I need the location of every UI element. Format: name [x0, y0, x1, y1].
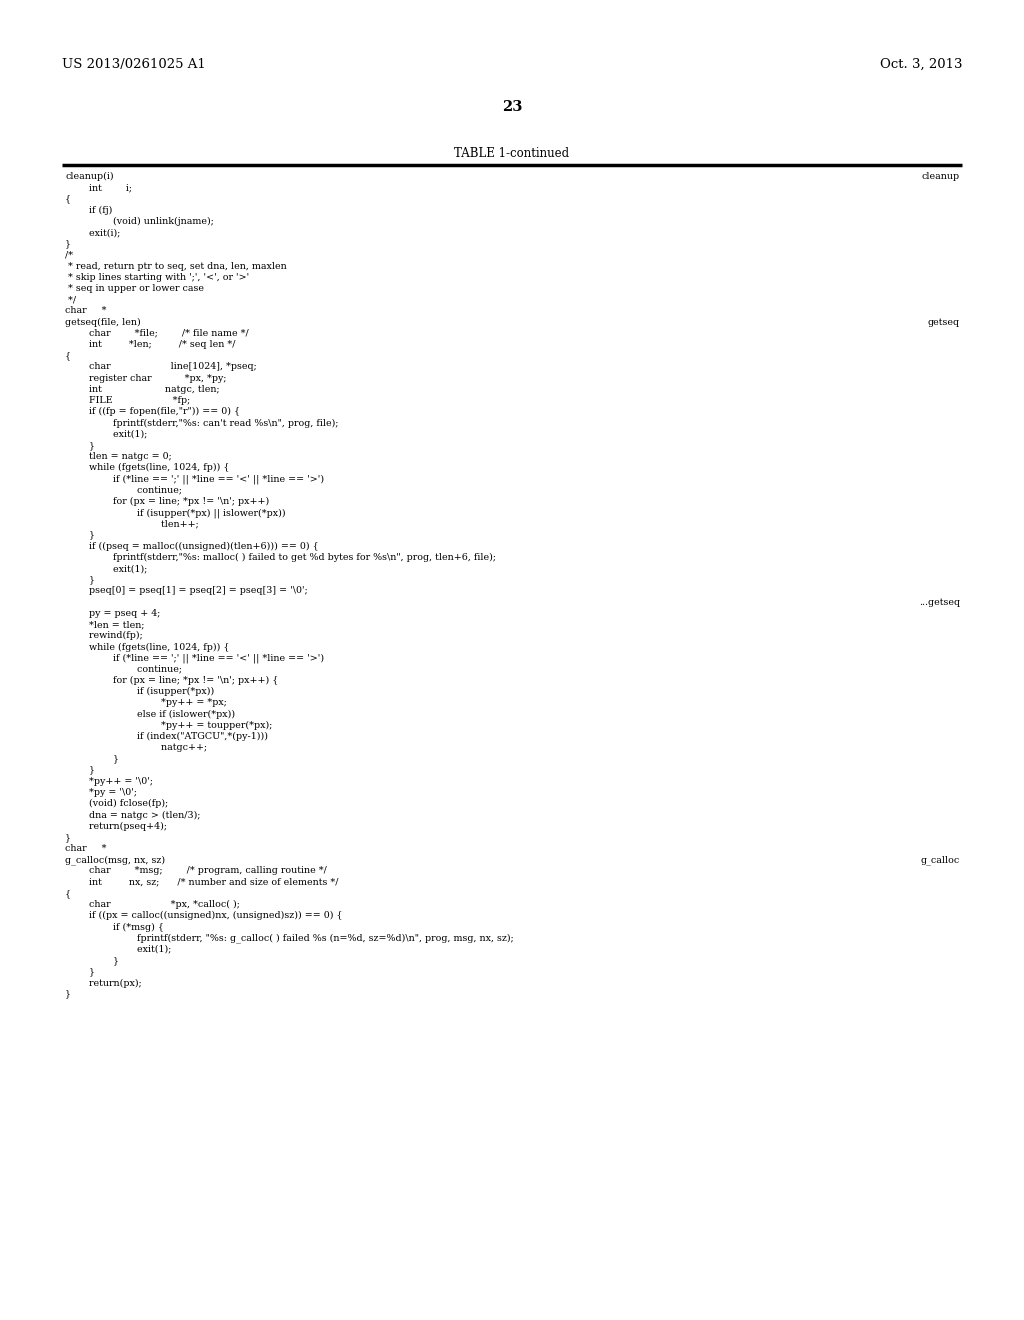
- Text: cleanup(i): cleanup(i): [65, 172, 114, 181]
- Text: */: */: [65, 296, 76, 304]
- Text: rewind(fp);: rewind(fp);: [65, 631, 142, 640]
- Text: if (isupper(*px) || islower(*px)): if (isupper(*px) || islower(*px)): [65, 508, 286, 517]
- Text: exit(1);: exit(1);: [65, 429, 147, 438]
- Text: *py++ = '\0';: *py++ = '\0';: [65, 776, 153, 785]
- Text: char     *: char *: [65, 843, 106, 853]
- Text: return(pseq+4);: return(pseq+4);: [65, 821, 167, 830]
- Text: TABLE 1-continued: TABLE 1-continued: [455, 147, 569, 160]
- Text: }: }: [65, 956, 119, 965]
- Text: natgc++;: natgc++;: [65, 743, 207, 752]
- Text: char        *file;        /* file name */: char *file; /* file name */: [65, 329, 249, 338]
- Text: g_calloc(msg, nx, sz): g_calloc(msg, nx, sz): [65, 855, 165, 865]
- Text: pseq[0] = pseq[1] = pseq[2] = pseq[3] = '\0';: pseq[0] = pseq[1] = pseq[2] = pseq[3] = …: [65, 586, 308, 595]
- Text: if (index("ATGCU",*(py-1))): if (index("ATGCU",*(py-1))): [65, 733, 268, 741]
- Text: (void) fclose(fp);: (void) fclose(fp);: [65, 799, 168, 808]
- Text: char     *: char *: [65, 306, 106, 315]
- Text: if (fj): if (fj): [65, 206, 113, 215]
- Text: getseq(file, len): getseq(file, len): [65, 318, 140, 327]
- Text: *py = '\0';: *py = '\0';: [65, 788, 137, 797]
- Text: }: }: [65, 968, 95, 977]
- Text: {: {: [65, 888, 71, 898]
- Text: }: }: [65, 755, 119, 763]
- Text: if (*line == ';' || *line == '<' || *line == '>'): if (*line == ';' || *line == '<' || *lin…: [65, 653, 325, 663]
- Text: if ((fp = fopen(file,"r")) == 0) {: if ((fp = fopen(file,"r")) == 0) {: [65, 407, 240, 416]
- Text: exit(i);: exit(i);: [65, 228, 121, 238]
- Text: continue;: continue;: [65, 665, 182, 673]
- Text: cleanup: cleanup: [922, 172, 961, 181]
- Text: char                    *px, *calloc( );: char *px, *calloc( );: [65, 900, 240, 909]
- Text: *len = tlen;: *len = tlen;: [65, 620, 144, 630]
- Text: /*: /*: [65, 251, 73, 260]
- Text: fprintf(stderr, "%s: g_calloc( ) failed %s (n=%d, sz=%d)\n", prog, msg, nx, sz);: fprintf(stderr, "%s: g_calloc( ) failed …: [65, 933, 514, 944]
- Text: *py++ = toupper(*px);: *py++ = toupper(*px);: [65, 721, 272, 730]
- Text: int        i;: int i;: [65, 183, 132, 193]
- Text: * seq in upper or lower case: * seq in upper or lower case: [65, 284, 204, 293]
- Text: if (*line == ';' || *line == '<' || *line == '>'): if (*line == ';' || *line == '<' || *lin…: [65, 474, 325, 484]
- Text: * read, return ptr to seq, set dna, len, maxlen: * read, return ptr to seq, set dna, len,…: [65, 261, 287, 271]
- Text: Oct. 3, 2013: Oct. 3, 2013: [880, 58, 962, 71]
- Text: return(px);: return(px);: [65, 978, 141, 987]
- Text: char                    line[1024], *pseq;: char line[1024], *pseq;: [65, 363, 257, 371]
- Text: g_calloc: g_calloc: [921, 855, 961, 865]
- Text: dna = natgc > (tlen/3);: dna = natgc > (tlen/3);: [65, 810, 201, 820]
- Text: fprintf(stderr,"%s: malloc( ) failed to get %d bytes for %s\n", prog, tlen+6, fi: fprintf(stderr,"%s: malloc( ) failed to …: [65, 553, 496, 562]
- Text: *py++ = *px;: *py++ = *px;: [65, 698, 227, 708]
- Text: py = pseq + 4;: py = pseq + 4;: [65, 609, 161, 618]
- Text: }: }: [65, 576, 95, 585]
- Text: while (fgets(line, 1024, fp)) {: while (fgets(line, 1024, fp)) {: [65, 463, 229, 473]
- Text: continue;: continue;: [65, 486, 182, 495]
- Text: char        *msg;        /* program, calling routine */: char *msg; /* program, calling routine *…: [65, 866, 327, 875]
- Text: }: }: [65, 239, 71, 248]
- Text: int                     natgc, tlen;: int natgc, tlen;: [65, 385, 219, 393]
- Text: {: {: [65, 194, 71, 203]
- Text: else if (islower(*px)): else if (islower(*px)): [65, 710, 236, 718]
- Text: tlen = natgc = 0;: tlen = natgc = 0;: [65, 451, 172, 461]
- Text: if (isupper(*px)): if (isupper(*px)): [65, 688, 214, 697]
- Text: exit(1);: exit(1);: [65, 945, 171, 954]
- Text: US 2013/0261025 A1: US 2013/0261025 A1: [62, 58, 206, 71]
- Text: }: }: [65, 441, 95, 450]
- Text: {: {: [65, 351, 71, 360]
- Text: if ((pseq = malloc((unsigned)(tlen+6))) == 0) {: if ((pseq = malloc((unsigned)(tlen+6))) …: [65, 541, 318, 550]
- Text: for (px = line; *px != '\n'; px++) {: for (px = line; *px != '\n'; px++) {: [65, 676, 279, 685]
- Text: int         nx, sz;      /* number and size of elements */: int nx, sz; /* number and size of elemen…: [65, 878, 339, 887]
- Text: while (fgets(line, 1024, fp)) {: while (fgets(line, 1024, fp)) {: [65, 643, 229, 652]
- Text: (void) unlink(jname);: (void) unlink(jname);: [65, 216, 214, 226]
- Text: if (*msg) {: if (*msg) {: [65, 923, 164, 932]
- Text: }: }: [65, 531, 95, 540]
- Text: for (px = line; *px != '\n'; px++): for (px = line; *px != '\n'; px++): [65, 496, 269, 506]
- Text: if ((px = calloc((unsigned)nx, (unsigned)sz)) == 0) {: if ((px = calloc((unsigned)nx, (unsigned…: [65, 911, 342, 920]
- Text: exit(1);: exit(1);: [65, 564, 147, 573]
- Text: getseq: getseq: [928, 318, 961, 326]
- Text: }: }: [65, 766, 95, 775]
- Text: }: }: [65, 990, 71, 999]
- Text: ...getseq: ...getseq: [919, 598, 961, 607]
- Text: FILE                    *fp;: FILE *fp;: [65, 396, 190, 405]
- Text: * skip lines starting with ';', '<', or '>': * skip lines starting with ';', '<', or …: [65, 273, 249, 281]
- Text: int         *len;         /* seq len */: int *len; /* seq len */: [65, 341, 236, 348]
- Text: 23: 23: [502, 100, 522, 114]
- Text: register char           *px, *py;: register char *px, *py;: [65, 374, 226, 383]
- Text: }: }: [65, 833, 71, 842]
- Text: tlen++;: tlen++;: [65, 519, 199, 528]
- Text: fprintf(stderr,"%s: can't read %s\n", prog, file);: fprintf(stderr,"%s: can't read %s\n", pr…: [65, 418, 339, 428]
